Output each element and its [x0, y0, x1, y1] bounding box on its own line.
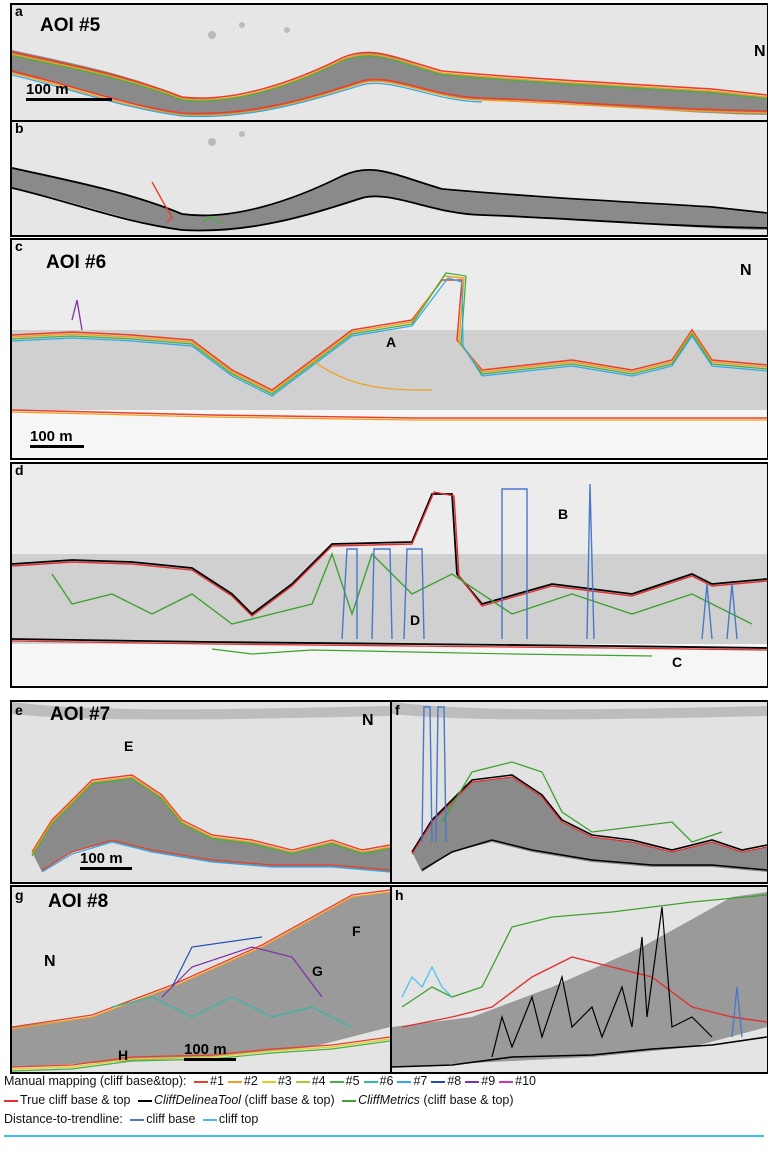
legend-manual-items: #1 #2 #3 #4 #5 #6 #7 #8 #9 #10 — [190, 1074, 536, 1088]
aoi-label-6: AOI #6 — [46, 252, 107, 273]
legend-manual-item-label: #7 — [413, 1074, 428, 1088]
legend-automated: True cliff base & top CliffDelineaTool (… — [4, 1093, 764, 1107]
legend-true-swatch — [4, 1099, 18, 1102]
callout-label: A — [386, 334, 397, 350]
legend-manual-swatch — [329, 1080, 344, 1083]
north-label: N — [362, 712, 374, 729]
panel-b-aoi5-auto: b — [10, 120, 768, 237]
legend-manual-item-label: #1 — [210, 1074, 224, 1088]
callout-label: G — [312, 963, 323, 979]
callout-label: D — [410, 612, 421, 628]
legend-manual-swatch — [261, 1080, 276, 1083]
callout-label: F — [352, 923, 361, 939]
legend-tool-name: CliffDelineaTool — [153, 1093, 242, 1107]
legend-manual-swatch — [499, 1080, 514, 1083]
legend-manual-swatch — [431, 1080, 446, 1083]
legend-manual-label: Manual mapping (cliff base&top): — [4, 1074, 187, 1088]
callout-label: C — [672, 654, 683, 670]
scale-bar-c: 100 m — [30, 428, 84, 448]
legend-manual-item-label: #9 — [481, 1074, 496, 1088]
panel-letter-d: d — [15, 462, 24, 478]
panel-letter-a: a — [15, 3, 23, 19]
scale-bar-label: 100 m — [184, 1041, 227, 1058]
panel-e-aoi7-manual: e AOI #7 100 m N E — [10, 700, 392, 884]
legend-dtt-top-swatch — [202, 1118, 217, 1121]
legend-manual-swatch — [363, 1080, 378, 1083]
callout-label: E — [124, 738, 134, 754]
scale-bar-line — [80, 867, 132, 870]
legend-metrics-suffix: (cliff base & top) — [423, 1093, 514, 1107]
panel-c-map — [12, 240, 767, 458]
legend-distance-to-trendline: Distance-to-trendline: cliff base cliff … — [4, 1112, 764, 1126]
legend-tool-suffix: (cliff base & top) — [244, 1093, 335, 1107]
panel-h-map — [392, 887, 767, 1072]
legend-manual-swatch — [465, 1080, 480, 1083]
legend-manual-swatch — [194, 1080, 208, 1083]
panel-letter-g: g — [15, 887, 24, 903]
panel-d-map — [12, 464, 767, 686]
scale-bar-line — [26, 98, 112, 101]
aoi-label-8: AOI #8 — [48, 891, 109, 912]
north-label: N — [740, 262, 752, 279]
legend-true-label: True cliff base & top — [20, 1093, 131, 1107]
legend-manual-item-label: #3 — [277, 1074, 292, 1088]
panel-a-map — [12, 5, 767, 120]
legend-dtt-top-label: cliff top — [218, 1112, 259, 1126]
north-label: N — [754, 43, 766, 60]
legend-manual-item-label: #2 — [243, 1074, 258, 1088]
panel-f-aoi7-auto: f — [390, 700, 768, 884]
panel-letter-f: f — [395, 702, 400, 718]
legend-manual-mapping: Manual mapping (cliff base&top): #1 #2 #3 #… — [4, 1074, 764, 1088]
callout-label: B — [558, 506, 569, 522]
scale-bar-g: 100 m — [184, 1041, 236, 1061]
legend-manual-item-label: #8 — [447, 1074, 462, 1088]
panel-letter-h: h — [395, 887, 404, 903]
legend-dtt-label: Distance-to-trendline: — [4, 1112, 123, 1126]
panel-f-map — [392, 702, 767, 882]
panel-e-map — [12, 702, 390, 882]
legend-dtt-base-swatch — [130, 1118, 145, 1121]
panel-letter-b: b — [15, 120, 24, 136]
aoi-label-5: AOI #5 — [40, 15, 101, 36]
panel-h-aoi8-auto: h — [390, 885, 768, 1074]
panel-d-aoi6-auto: d B D C — [10, 462, 768, 688]
panel-g-map — [12, 887, 390, 1072]
panel-letter-e: e — [15, 702, 23, 718]
scale-bar-label: 100 m — [80, 850, 123, 867]
scale-bar-a: 100 m — [26, 81, 112, 101]
panel-a-aoi5-manual: a AOI #5 100 m N — [10, 3, 768, 122]
callout-label: H — [118, 1047, 129, 1063]
north-label: N — [44, 953, 56, 970]
legend-tool-swatch — [137, 1099, 152, 1102]
panel-letter-c: c — [15, 238, 23, 254]
legend-manual-swatch — [295, 1080, 310, 1083]
scale-bar-label: 100 m — [30, 428, 73, 445]
legend-manual-swatch — [227, 1080, 242, 1083]
aoi-label-7: AOI #7 — [50, 704, 111, 725]
legend-manual-item-label: #5 — [345, 1074, 360, 1088]
legend-metrics-name: CliffMetrics — [358, 1093, 420, 1107]
legend-metrics-swatch — [342, 1099, 357, 1102]
panel-g-aoi8-manual: g AOI #8 100 m N F G H — [10, 885, 392, 1074]
scale-bar-line — [184, 1058, 236, 1061]
legend-manual-swatch — [397, 1080, 412, 1083]
legend-manual-item-label: #4 — [311, 1074, 326, 1088]
bottom-rule — [4, 1135, 764, 1137]
panel-b-map — [12, 122, 767, 235]
scale-bar-e: 100 m — [80, 850, 132, 870]
legend-manual-item-label: #6 — [379, 1074, 394, 1088]
scale-bar-line — [30, 445, 84, 448]
panel-c-aoi6-manual: c AOI #6 100 m N A — [10, 238, 768, 460]
legend-dtt-base-label: cliff base — [146, 1112, 196, 1126]
scale-bar-label: 100 m — [26, 81, 69, 98]
legend-manual-item-label: #10 — [515, 1074, 537, 1088]
